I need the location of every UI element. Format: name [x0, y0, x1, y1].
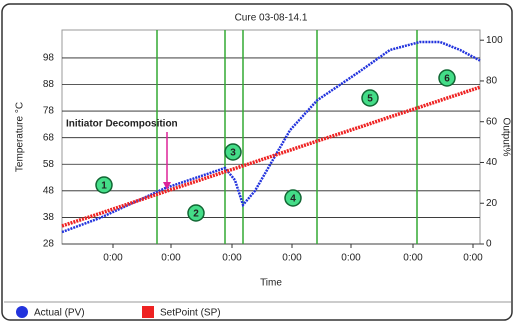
chart-title: Cure 03-08-14.1 — [235, 13, 308, 24]
x-tick-label: 0:00 — [222, 253, 242, 264]
legend-swatch — [16, 306, 28, 318]
legend-swatch — [142, 306, 154, 318]
phase-badge — [187, 204, 205, 222]
y-tick-label: 28 — [43, 239, 55, 250]
phase-badge — [361, 89, 379, 107]
y2-tick-label: 100 — [486, 35, 503, 46]
phase-badge — [224, 143, 242, 161]
y-tick-label: 98 — [43, 53, 55, 64]
phase-label: 3 — [230, 148, 236, 159]
plot-area — [61, 29, 481, 245]
y2-axis-label: Output% — [500, 118, 511, 157]
x-axis-label: Time — [260, 278, 282, 289]
y-tick-label: 68 — [43, 132, 55, 143]
x-tick-label: 0:00 — [161, 253, 181, 264]
series-line — [61, 40, 481, 234]
y-tick-label: 78 — [43, 106, 55, 117]
y2-tick-label: 20 — [486, 198, 498, 209]
annotation-arrowhead — [163, 182, 171, 190]
y2-tick-label: 60 — [486, 116, 498, 127]
phase-label: 4 — [290, 194, 296, 205]
y-tick-label: 58 — [43, 159, 55, 170]
y2-tick-label: 80 — [486, 76, 498, 87]
series-line — [61, 85, 481, 228]
phase-label: 6 — [444, 74, 450, 85]
phase-label: 1 — [101, 181, 107, 192]
y-tick-label: 38 — [43, 212, 55, 223]
x-tick-label: 0:00 — [282, 253, 302, 264]
x-tick-label: 0:00 — [103, 253, 123, 264]
x-tick-label: 0:00 — [341, 253, 361, 264]
phase-badge — [284, 189, 302, 207]
y2-tick-label: 40 — [486, 157, 498, 168]
x-tick-label: 0:00 — [463, 253, 483, 264]
x-tick-label: 0:00 — [403, 253, 423, 264]
phase-badge — [438, 69, 456, 87]
annotation: Initiator Decomposition — [66, 119, 178, 130]
y2-tick-label: 0 — [486, 239, 492, 250]
y-axis-label: Temperature °C — [15, 102, 26, 172]
legend-label: Actual (PV) — [34, 308, 85, 319]
legend-label: SetPoint (SP) — [160, 308, 221, 319]
y-tick-label: 88 — [43, 79, 55, 90]
phase-label: 2 — [193, 209, 199, 220]
y-tick-label: 48 — [43, 185, 55, 196]
phase-badge — [95, 176, 113, 194]
phase-label: 5 — [367, 94, 373, 105]
